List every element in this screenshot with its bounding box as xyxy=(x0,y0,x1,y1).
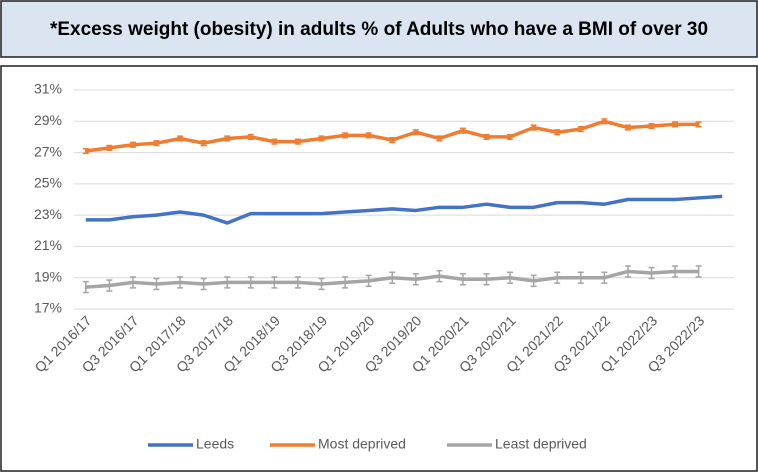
y-tick-label: 27% xyxy=(34,143,62,159)
title-banner xyxy=(0,0,758,58)
y-tick-label: 21% xyxy=(34,237,62,253)
y-tick-label: 19% xyxy=(34,268,62,284)
y-tick-label: 17% xyxy=(34,300,62,316)
chart-frame xyxy=(0,65,758,472)
series-line xyxy=(85,269,699,289)
legend-label: Most deprived xyxy=(318,436,406,452)
y-tick-label: 31% xyxy=(34,81,62,97)
y-tick-label: 23% xyxy=(34,206,62,222)
chart-title: *Excess weight (obesity) in adults % of … xyxy=(50,19,708,40)
y-tick-label: 25% xyxy=(34,175,62,191)
legend-label: Leeds xyxy=(196,436,234,452)
legend-label: Least deprived xyxy=(495,436,587,452)
y-tick-label: 29% xyxy=(34,112,62,128)
series-line xyxy=(85,194,723,225)
series-line xyxy=(85,119,699,153)
